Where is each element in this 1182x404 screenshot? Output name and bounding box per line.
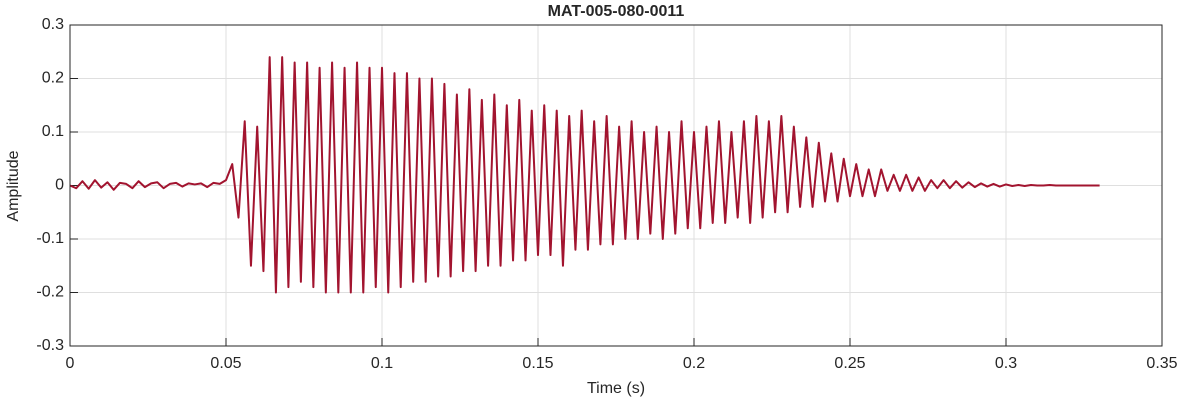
x-tick-label: 0.1 [371,355,393,372]
y-tick-label: 0.2 [42,70,64,87]
x-tick-label: 0.15 [522,355,553,372]
y-tick-label: -0.3 [36,337,64,354]
x-tick-label: 0.05 [210,355,241,372]
x-axis-label: Time (s) [587,380,645,397]
chart-title: MAT-005-080-0011 [548,3,685,20]
axes-frame [69,24,1163,347]
x-tick-label: 0.35 [1146,355,1177,372]
x-tick-label: 0.25 [834,355,865,372]
y-tick-label: 0.1 [42,123,64,140]
y-tick-label: -0.1 [36,230,64,247]
y-axis-label: Amplitude [5,150,22,221]
x-tick-label: 0.3 [995,355,1017,372]
y-tick-label: 0 [55,177,64,194]
y-tick-label: 0.3 [42,16,64,33]
y-tick-label: -0.2 [36,284,64,301]
x-tick-label: 0.2 [683,355,705,372]
x-tick-label: 0 [66,355,75,372]
waveform-line [69,56,1100,294]
